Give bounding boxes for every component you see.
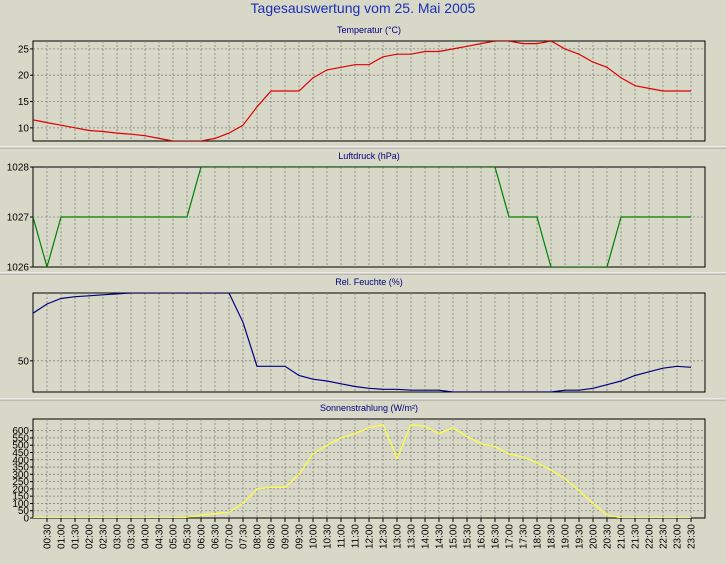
x-tick-label: 21:30	[631, 524, 642, 549]
x-tick-label: 04:30	[155, 524, 166, 549]
page-title: Tagesauswertung vom 25. Mai 2005	[250, 0, 476, 16]
x-tick-label: 16:30	[491, 524, 502, 549]
chart-panel-1: Luftdruck (hPa) 1026 1027 1028	[7, 151, 706, 274]
chart-panel-3: Sonnenstrahlung (W/m²) 050100150200250300…	[12, 403, 706, 525]
series-line	[33, 167, 691, 267]
chart-title: Temperatur (°C)	[337, 25, 401, 35]
x-tick-label: 01:00	[57, 524, 68, 549]
y-tick-label: 1026	[7, 263, 30, 274]
x-tick-label: 18:30	[547, 524, 558, 549]
y-tick-label: 250	[12, 477, 29, 488]
chart-title: Luftdruck (hPa)	[338, 151, 400, 161]
y-tick-label: 150	[12, 492, 29, 503]
x-tick-label: 02:30	[99, 524, 110, 549]
x-tick-label: 14:30	[435, 524, 446, 549]
y-tick-label: 600	[12, 426, 29, 437]
chart-panel-2: Rel. Feuchte (%) 50	[18, 277, 706, 393]
y-tick-label: 350	[12, 463, 29, 474]
x-tick-label: 15:30	[463, 524, 474, 549]
y-tick-label: 50	[18, 506, 30, 517]
y-tick-label: 400	[12, 455, 29, 466]
x-tick-label: 20:30	[603, 524, 614, 549]
y-tick-label: 200	[12, 484, 29, 495]
x-tick-label: 22:00	[645, 524, 656, 549]
x-tick-label: 11:00	[337, 524, 348, 549]
x-tick-label: 02:00	[85, 524, 96, 549]
y-tick-label: 100	[12, 499, 29, 510]
x-tick-label: 07:00	[225, 524, 236, 549]
x-tick-label: 19:30	[575, 524, 586, 549]
x-tick-label: 13:00	[393, 524, 404, 549]
x-tick-label: 07:30	[239, 524, 250, 549]
x-tick-label: 04:00	[141, 524, 152, 549]
x-tick-label: 03:30	[127, 524, 138, 549]
chart-title: Sonnenstrahlung (W/m²)	[320, 403, 418, 413]
x-axis: 00:30 01:00 01:30 02:00 02:30 03:00 03:30 04:00…	[43, 518, 698, 549]
x-tick-label: 18:00	[533, 524, 544, 549]
chart-panel-0: Temperatur (°C) 10 15 20 25	[18, 25, 706, 142]
x-tick-label: 08:30	[267, 524, 278, 549]
x-tick-label: 00:30	[43, 524, 54, 549]
chart-title: Rel. Feuchte (%)	[335, 277, 403, 287]
x-tick-label: 19:00	[561, 524, 572, 549]
x-tick-label: 17:00	[505, 524, 516, 549]
series-line	[33, 293, 692, 392]
x-tick-label: 03:00	[113, 524, 124, 549]
y-tick-label: 20	[18, 71, 30, 82]
y-tick-label: 500	[12, 441, 29, 452]
x-tick-label: 10:30	[323, 524, 334, 549]
x-tick-label: 16:00	[477, 524, 488, 549]
y-tick-label: 550	[12, 433, 29, 444]
x-tick-label: 06:30	[211, 524, 222, 549]
x-tick-label: 20:00	[589, 524, 600, 549]
x-tick-label: 23:30	[687, 524, 698, 549]
x-tick-label: 13:30	[407, 524, 418, 549]
y-tick-label: 1027	[7, 213, 30, 224]
y-tick-label: 0	[23, 514, 29, 525]
x-tick-label: 12:30	[379, 524, 390, 549]
x-tick-label: 01:30	[71, 524, 82, 549]
y-tick-label: 25	[18, 44, 30, 55]
y-tick-label: 15	[18, 97, 30, 108]
x-tick-label: 22:30	[659, 524, 670, 549]
y-tick-label: 300	[12, 470, 29, 481]
x-tick-label: 06:00	[197, 524, 208, 549]
x-tick-label: 17:30	[519, 524, 530, 549]
x-tick-label: 14:00	[421, 524, 432, 549]
x-tick-label: 23:00	[673, 524, 684, 549]
x-tick-label: 10:00	[309, 524, 320, 549]
y-tick-label: 10	[18, 123, 30, 134]
x-tick-label: 11:30	[351, 524, 362, 549]
series-line	[33, 41, 691, 141]
x-tick-label: 09:30	[295, 524, 306, 549]
x-tick-label: 15:00	[449, 524, 460, 549]
x-tick-label: 21:00	[617, 524, 628, 549]
series-line	[33, 424, 691, 518]
x-tick-label: 09:00	[281, 524, 292, 549]
x-tick-label: 08:00	[253, 524, 264, 549]
y-tick-label: 1028	[7, 163, 30, 174]
x-tick-label: 05:00	[169, 524, 180, 549]
y-tick-label: 50	[18, 356, 30, 367]
y-tick-label: 450	[12, 448, 29, 459]
x-tick-label: 12:00	[365, 524, 376, 549]
x-tick-label: 05:30	[183, 524, 194, 549]
